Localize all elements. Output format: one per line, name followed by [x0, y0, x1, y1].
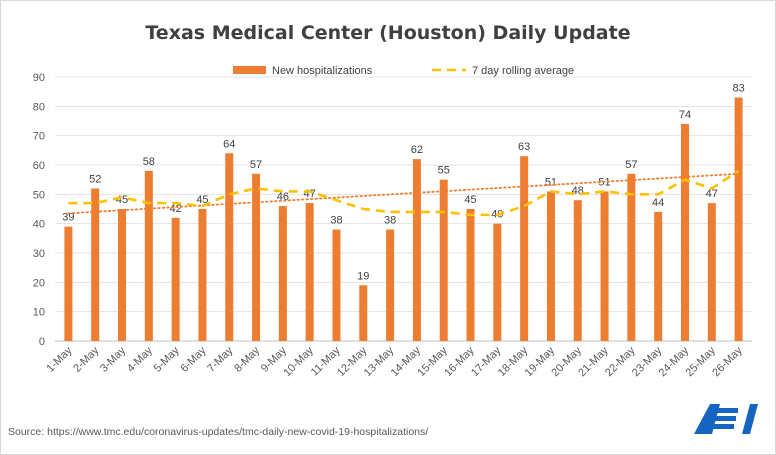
bar [252, 173, 261, 341]
data-label: 55 [438, 165, 450, 177]
bar [707, 203, 716, 341]
data-label: 38 [330, 215, 342, 227]
data-label: 45 [116, 194, 128, 206]
y-tick-label: 90 [33, 72, 45, 84]
aei-logo [694, 404, 758, 434]
bar [91, 188, 100, 341]
data-label: 47 [706, 188, 718, 200]
data-label: 63 [518, 141, 530, 153]
bar [144, 170, 153, 341]
bar [493, 223, 502, 341]
legend-label-line: 7 day rolling average [472, 65, 574, 77]
y-tick-label: 20 [33, 277, 45, 289]
data-label: 46 [277, 191, 289, 203]
bar [466, 209, 475, 341]
bar [546, 191, 555, 341]
x-tick-label: 5-May [152, 344, 182, 374]
data-label: 45 [464, 194, 476, 206]
x-tick-label: 26-May [710, 344, 745, 379]
data-label: 39 [62, 212, 74, 224]
bar [64, 226, 73, 341]
bar [412, 159, 421, 341]
x-tick-label: 8-May [232, 344, 262, 374]
bar [627, 173, 636, 341]
data-label: 62 [411, 144, 423, 156]
bar [225, 153, 234, 341]
x-tick-label: 3-May [98, 344, 128, 374]
y-tick-label: 70 [33, 131, 45, 143]
bar [278, 206, 287, 341]
data-label: 58 [143, 156, 155, 168]
bar [573, 200, 582, 341]
y-tick-label: 0 [39, 336, 45, 348]
legend-label-bars: New hospitalizations [272, 65, 373, 77]
x-tick-label: 10-May [281, 344, 316, 379]
data-label: 51 [545, 176, 557, 188]
x-tick-label: 4-May [125, 344, 155, 374]
chart-title: Texas Medical Center (Houston) Daily Upd… [145, 22, 631, 44]
bar [654, 211, 663, 341]
y-tick-label: 60 [33, 160, 45, 172]
bar [439, 179, 448, 341]
bar [171, 217, 180, 341]
data-label: 74 [679, 109, 691, 121]
rolling-average-line [68, 169, 740, 217]
bar [198, 209, 207, 341]
bar [332, 229, 341, 341]
bar [386, 229, 395, 341]
y-tick-label: 10 [33, 307, 45, 319]
data-label: 38 [384, 215, 396, 227]
bar [520, 156, 529, 341]
bar [600, 191, 609, 341]
bar [305, 203, 314, 341]
x-tick-label: 6-May [178, 344, 208, 374]
x-tick-label: 7-May [205, 344, 235, 374]
bar [118, 209, 127, 341]
data-label: 48 [572, 185, 584, 197]
y-tick-label: 50 [33, 189, 45, 201]
legend-swatch-bars [233, 66, 266, 74]
y-tick-label: 40 [33, 219, 45, 231]
data-label: 83 [732, 83, 744, 95]
data-label: 57 [250, 159, 262, 171]
data-label: 45 [196, 194, 208, 206]
data-label: 57 [625, 159, 637, 171]
bar [359, 285, 368, 341]
y-tick-label: 80 [33, 101, 45, 113]
y-tick-label: 30 [33, 248, 45, 260]
trendline [67, 172, 740, 215]
data-label: 19 [357, 270, 369, 282]
x-tick-label: 2-May [71, 344, 101, 374]
bar [680, 123, 689, 341]
data-label: 42 [170, 203, 182, 215]
x-tick-label: 1-May [44, 344, 74, 374]
source-note: Source: https://www.tmc.edu/coronavirus-… [8, 426, 429, 438]
bar [734, 97, 743, 342]
data-label: 44 [652, 197, 664, 209]
data-label: 47 [304, 188, 316, 200]
data-label: 52 [89, 173, 101, 185]
data-label: 64 [223, 138, 235, 150]
